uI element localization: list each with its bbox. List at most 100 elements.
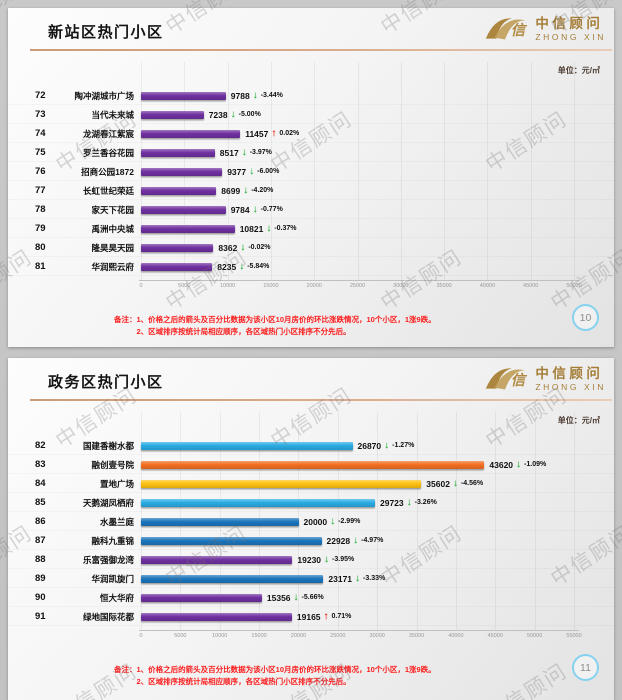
down-arrow-icon: ↓ — [324, 553, 330, 565]
community-name: 华润熙云府 — [91, 261, 134, 272]
bar-zone: 8517 ↓ -3.97% — [141, 147, 272, 158]
x-tick-label: 50000 — [566, 283, 582, 289]
down-arrow-icon: ↓ — [240, 241, 246, 253]
price-bar — [141, 612, 292, 621]
change-percent: -5.84% — [247, 263, 270, 270]
logo-name-cn: 中信顾问 — [535, 365, 604, 381]
x-axis: 0 5000 10000 15000 20000 25000 30000 35000 40000… — [139, 633, 581, 643]
header-divider — [30, 399, 612, 401]
change-percent: 0.71% — [331, 613, 352, 620]
page-number-badge: 10 — [572, 304, 599, 331]
chart-rows: 72 陶冲湖城市广场 9788 ↓ -3.44% 73 当代未来城 7238 ↓ -5.00% 74… — [8, 86, 614, 276]
page-title: 新站区热门小区 — [48, 24, 164, 41]
price-value: 26870 — [357, 440, 382, 451]
slide-xinzhan: 新站区热门小区 信 中信顾问 ZHONG XIN 单位：元/㎡ 72 陶冲湖城市广… — [8, 8, 614, 347]
gridline — [574, 412, 575, 630]
x-tick-label: 30000 — [393, 283, 409, 289]
down-arrow-icon: ↓ — [406, 496, 412, 508]
price-bar — [141, 91, 226, 100]
change-percent: -4.97% — [361, 537, 384, 544]
bar-zone: 26870 ↓ -1.27% — [141, 440, 414, 451]
row-rank: 87 — [35, 535, 46, 546]
x-tick-label: 20000 — [306, 283, 322, 289]
change-percent: -0.77% — [260, 206, 283, 213]
down-arrow-icon: ↓ — [252, 89, 258, 101]
header-divider — [30, 49, 612, 51]
row-rank: 72 — [35, 90, 46, 101]
gridline — [534, 412, 536, 630]
down-arrow-icon: ↓ — [353, 534, 359, 546]
price-value: 22928 — [326, 535, 351, 546]
svg-text:信: 信 — [511, 372, 528, 389]
footnote-line2: 2、区域排序按统计局相应顺序，各区域热门小区排序不分先后。 — [136, 677, 351, 687]
down-arrow-icon: ↓ — [243, 184, 249, 196]
down-arrow-icon: ↓ — [330, 515, 336, 527]
x-tick-label: 0 — [139, 633, 143, 639]
x-tick-label: 5000 — [178, 283, 191, 289]
gridline — [377, 412, 379, 630]
x-tick-label: 45000 — [523, 283, 539, 289]
change-percent: -0.02% — [248, 244, 271, 251]
gridline — [400, 62, 402, 280]
price-bar — [141, 441, 353, 450]
x-axis-line — [139, 630, 579, 631]
row-rank: 89 — [35, 573, 46, 584]
price-value: 10821 — [239, 223, 264, 234]
row-rank: 90 — [35, 592, 46, 603]
change-percent: -3.26% — [414, 499, 437, 506]
price-value: 8699 — [221, 185, 241, 196]
company-logo: 信 中信顾问 ZHONG XIN — [482, 362, 606, 396]
chart-row: 73 当代未来城 7238 ↓ -5.00% — [8, 105, 614, 124]
change-percent: -2.99% — [338, 518, 361, 525]
footnote-label: 备注： — [114, 665, 137, 674]
community-name: 乐富强御龙湾 — [82, 554, 134, 565]
x-tick-label: 35000 — [436, 283, 452, 289]
community-name: 陶冲湖城市广场 — [74, 90, 134, 101]
bar-zone: 8235 ↓ -5.84% — [141, 261, 270, 272]
chart-row: 80 隆昊昊天园 8362 ↓ -0.02% — [8, 238, 614, 257]
price-value: 19165 — [296, 611, 321, 622]
community-name: 长虹世纪荣廷 — [82, 185, 134, 196]
row-rank: 86 — [35, 516, 46, 527]
chart-row: 85 天鹅湖凤栖府 29723 ↓ -3.26% — [8, 493, 614, 512]
logo-name-en: ZHONG XIN — [535, 32, 606, 42]
x-tick-label: 50000 — [526, 633, 543, 639]
bar-zone: 19230 ↓ -3.95% — [141, 553, 354, 565]
row-rank: 78 — [35, 204, 46, 215]
logo-swoosh-icon: 信 — [486, 18, 528, 40]
gridline — [337, 412, 339, 630]
community-name: 水墨兰庭 — [99, 516, 134, 527]
bar-zone: 43620 ↓ -1.09% — [141, 459, 546, 470]
gridline — [270, 62, 272, 280]
price-value: 15356 — [266, 592, 291, 603]
price-value: 11457 — [245, 128, 269, 139]
x-tick-label: 25000 — [349, 283, 366, 289]
change-percent: -5.00% — [238, 111, 261, 118]
logo-text: 中信顾问 ZHONG XIN — [535, 16, 606, 42]
price-value: 23171 — [328, 573, 353, 584]
row-rank: 74 — [35, 128, 46, 139]
community-name: 绿地国际花都 — [82, 611, 134, 622]
community-name: 融创壹号院 — [91, 459, 134, 470]
price-bar — [141, 148, 215, 157]
price-bar — [141, 224, 235, 233]
logo-swoosh-icon: 信 — [486, 368, 528, 390]
x-tick-label: 10000 — [212, 633, 228, 639]
row-rank: 84 — [35, 478, 46, 489]
up-arrow-icon: ↑ — [271, 127, 277, 139]
row-rank: 79 — [35, 223, 46, 234]
change-percent: 0.02% — [279, 130, 300, 137]
bar-zone: 35602 ↓ -4.56% — [141, 478, 483, 489]
unit-label: 单位：元/㎡ — [557, 416, 600, 425]
change-percent: -5.66% — [301, 594, 324, 601]
price-bar — [141, 243, 214, 252]
gridline — [227, 62, 229, 280]
community-name: 当代未来城 — [91, 109, 134, 120]
chart-row: 86 水墨兰庭 20000 ↓ -2.99% — [8, 512, 614, 531]
x-tick-label: 45000 — [487, 633, 503, 639]
gridline — [298, 412, 300, 630]
down-arrow-icon: ↓ — [293, 591, 299, 603]
row-rank: 82 — [35, 440, 46, 451]
change-percent: -3.44% — [260, 92, 283, 99]
price-bar — [141, 262, 213, 271]
